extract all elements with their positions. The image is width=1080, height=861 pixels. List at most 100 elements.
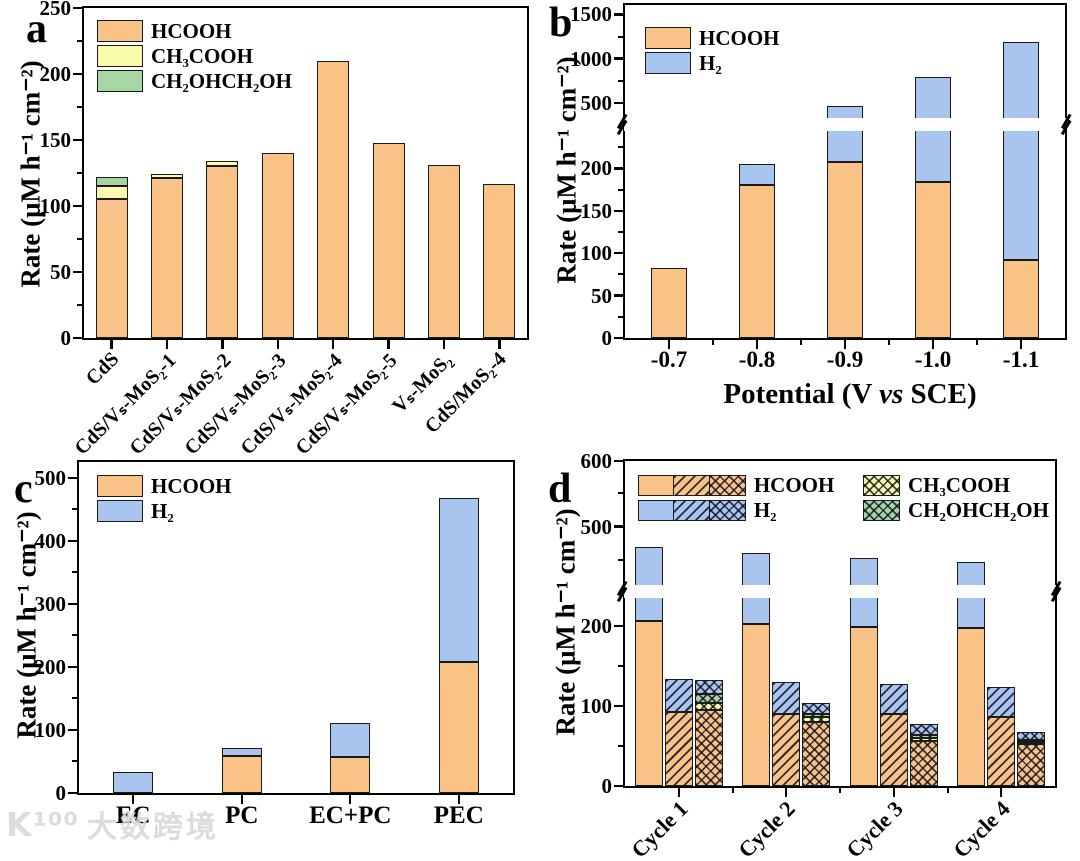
bar-HCOOH [206,166,239,338]
x-category-label: Cycle 1 [625,796,693,861]
x-tick [677,788,680,797]
y-tick [73,336,82,340]
legend-swatch-h2-diag [673,499,711,521]
plot-segment [625,461,1055,585]
x-category-label: CdS [81,348,124,390]
y-tick [614,13,623,16]
plot-area-b: HCOOH H₂ 0 50 100 150 200 500 1000 1500 -0.7 -0.8… [570,2,1072,372]
y-tick-label: 1000 [570,46,612,71]
y-minor-tick [618,315,623,318]
y-tick [73,204,82,208]
x-category-label: -0.8 [738,347,776,372]
y-tick [614,624,623,628]
legend-item: CH₂OHCH₂OH [863,499,1049,521]
bar-H₂ [879,683,908,714]
x-tick [387,340,390,349]
y-tick-label: 50 [591,283,612,308]
plot-segment [625,126,1065,338]
axis-break-band [624,585,1056,598]
y-minor-tick [618,35,623,38]
bar-CH₂OHCH₂OH [1017,739,1046,742]
x-tick [349,795,352,804]
y-tick [614,252,623,255]
plot-segment [625,598,1055,786]
plot-segment [84,8,527,338]
bar-H₂ [221,747,262,757]
y-tick [614,784,623,788]
bar-H₂ [915,126,951,182]
y-tick [614,57,623,60]
legend-label: H₂ [753,498,777,522]
bar-HCOOH [802,722,831,786]
y-tick [73,270,82,274]
x-category-label: Cycle 2 [733,796,800,861]
y-minor-tick [72,571,77,574]
legend-swatch-h2-solid [638,499,675,521]
y-minor-tick [72,760,77,763]
y-minor-tick [618,492,623,495]
y-tick-label: 0 [55,781,67,805]
x-tick [931,340,935,349]
y-tick [68,791,77,795]
y-minor-tick [77,106,82,108]
y-tick-label: 100 [580,241,613,266]
x-tick [442,340,446,349]
y-tick-label: 50 [50,260,71,284]
legend-swatch-h2 [97,500,143,522]
x-tick [892,788,895,797]
legend-item: CH₂OHCH₂OH [97,70,292,92]
bar-CH₃COOH [206,161,239,167]
x-minor-tick [888,340,890,345]
bar-CH₃COOH [1017,742,1046,744]
x-minor-tick [800,340,802,345]
y-tick-label: 100 [580,694,613,718]
y-tick-label: 250 [39,0,72,20]
bar-H₂ [802,702,831,714]
y-tick-label: 500 [580,514,613,539]
bar-H₂ [827,126,863,163]
bar-H₂ [438,497,479,662]
y-minor-tick [72,634,77,637]
x-minor-tick [839,788,841,793]
panel-letter-c: c [14,466,33,512]
bar-H₂ [957,598,986,628]
bar-H₂ [957,561,986,585]
y-tick-label: 400 [34,528,67,553]
legend-swatch-ch3cooh [97,45,143,67]
x-category-label: PC [225,802,259,829]
bar-H₂ [849,558,878,585]
legend-label: HCOOH [151,474,232,498]
legend-label: H₂ [151,499,174,523]
legend-swatch-hcooh-solid [638,474,675,496]
x-tick [331,340,335,349]
y-tick-label: 150 [39,128,72,152]
y-tick [614,167,623,170]
bar-CH₃COOH [151,174,184,179]
x-tick [498,340,501,349]
bar-HCOOH [261,153,294,338]
legend-item: HCOOH [645,27,780,49]
legend-d-col2: CH₃COOH CH₂OHCH₂OH [863,474,1049,524]
panel-letter-a: a [26,6,47,52]
x-tick [1000,788,1003,797]
x-axis-title-post: SCE) [903,378,977,410]
y-tick-label: 0 [60,326,72,350]
bar-HCOOH [634,621,663,786]
bar-CH₃COOH [909,738,938,742]
y-tick-label: 150 [580,198,613,223]
legend-label: CH₂OHCH₂OH [908,498,1049,522]
y-tick [68,728,77,732]
bar-CH₂OHCH₂OH [909,734,938,738]
y-minor-tick [618,745,623,747]
y-minor-tick [618,559,623,562]
bar-HCOOH [957,627,986,786]
bar-CH₂OHCH₂OH [694,694,723,703]
legend-swatch-hcooh [645,27,691,49]
y-tick-label: 500 [34,465,67,490]
legend-item: HCOOH [638,474,834,496]
y-tick [68,476,77,479]
x-category-label: Cycle 4 [948,796,1015,861]
x-tick [165,340,169,349]
bar-HCOOH [827,162,863,338]
